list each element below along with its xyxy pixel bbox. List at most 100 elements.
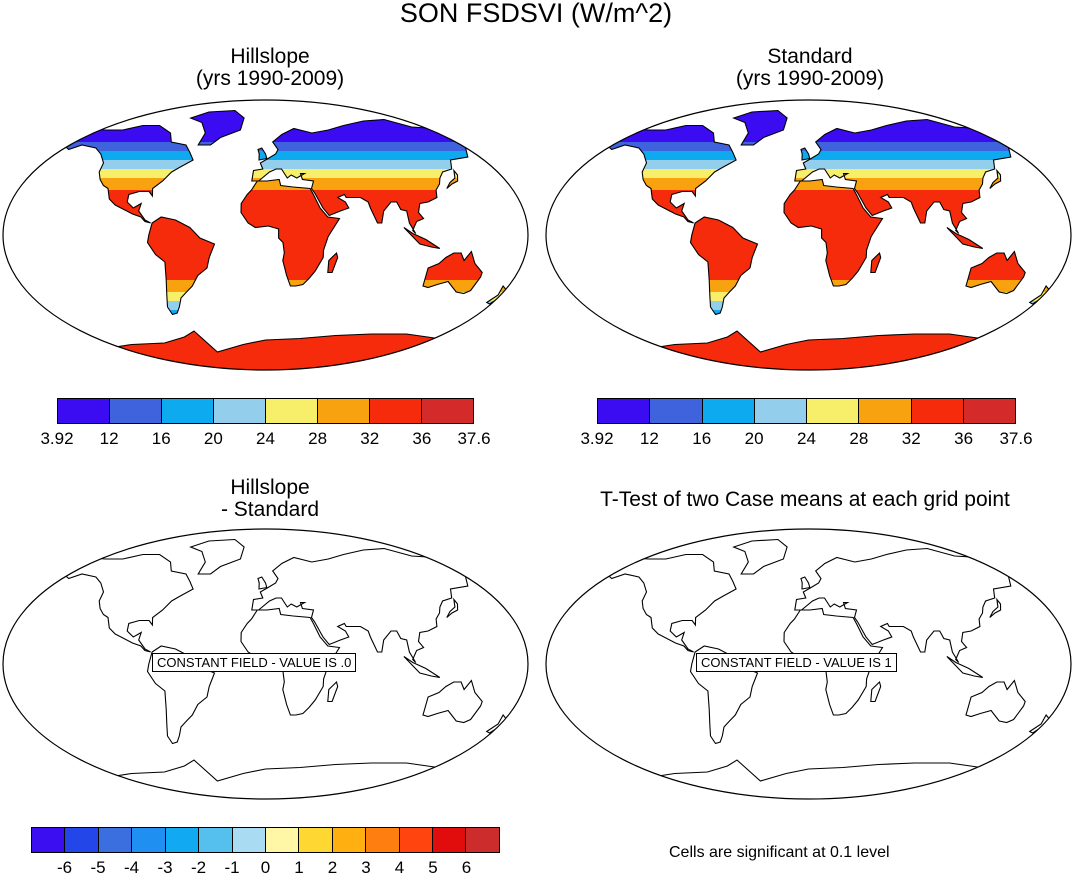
- colorbar-tick-label: 1: [294, 858, 304, 877]
- colorbar-tick-label: 28: [849, 429, 869, 448]
- coastline-north-america: [606, 124, 737, 224]
- coastline-japan: [446, 168, 459, 189]
- panel1-title-line2: (yrs 1990-2009): [195, 67, 345, 90]
- panel3-title: Hillslope - Standard: [120, 477, 420, 521]
- colorbar-tick-label: 37.6: [999, 429, 1033, 448]
- panel3-title-line1: Hillslope: [230, 476, 310, 499]
- panel2-title-line1: Standard: [767, 45, 853, 68]
- colorbar-box: [650, 399, 703, 423]
- coastline-japan: [989, 597, 1002, 618]
- colorbar-tick-label: -1: [224, 858, 240, 877]
- colorbar-tick-label: 24: [797, 429, 816, 448]
- panel2-title-line2: (yrs 1990-2009): [735, 67, 885, 90]
- coastline-africa: [783, 178, 884, 287]
- colorbar-tick-label: 32: [901, 429, 921, 448]
- coastline-eurasia: [794, 118, 1025, 234]
- colorbar-boxes: [57, 398, 474, 424]
- coastline-japan: [446, 597, 459, 618]
- colorbar-difference: -6 -5 -4 -3 -2 -1 0 1 2 3 4 5 6: [31, 827, 500, 877]
- coastline-indonesia: [946, 656, 984, 679]
- colorbar-box: [165, 828, 200, 852]
- colorbar-box: [702, 399, 755, 423]
- colorbar-standard: 3.92 12 16 20 24 28 32 36 37.6: [580, 398, 1033, 448]
- coastline-madagascar: [870, 680, 882, 703]
- colorbar-box: [162, 399, 214, 423]
- coastline-australia: [965, 679, 1026, 724]
- colorbar-tick-label: 4: [394, 858, 405, 877]
- colorbar-tick-label: 37.6: [457, 429, 491, 448]
- colorbar-box: [466, 828, 499, 852]
- coastline-eurasia: [251, 118, 482, 234]
- coastline-uk: [800, 147, 811, 161]
- colorbar-tick-label: -4: [123, 858, 140, 877]
- colorbar-box: [65, 828, 99, 852]
- colorbar-box: [110, 399, 162, 423]
- coastline-uk: [257, 147, 268, 161]
- coastline-south-america: [146, 216, 216, 316]
- panel4-title-line1: T-Test of two Case means at each grid po…: [600, 488, 1010, 511]
- colorbar-box: [911, 399, 964, 423]
- coastline-greenland: [732, 109, 788, 146]
- coastline-madagascar: [327, 251, 339, 274]
- colorbar-box: [807, 399, 860, 423]
- colorbar-tick-label: 2: [327, 858, 338, 877]
- map-standard: [545, 99, 1072, 371]
- colorbar-boxes: [597, 398, 1016, 424]
- colorbar-tick-label: 28: [308, 429, 328, 448]
- coastline-madagascar: [870, 251, 882, 274]
- colorbar-tick-label: 12: [639, 429, 659, 448]
- colorbar-hillslope: 3.92 12 16 20 24 28 32 36 37.6: [40, 398, 491, 448]
- coastline-uk: [800, 576, 811, 590]
- map-border: [2, 99, 529, 371]
- panel1-title: Hillslope (yrs 1990-2009): [120, 46, 420, 90]
- coastline-eurasia: [794, 547, 1025, 663]
- colorbar-tick-label: 24: [256, 429, 275, 448]
- colorbar-box: [422, 399, 473, 423]
- coastline-greenland: [732, 538, 788, 575]
- colorbar-box: [963, 399, 1015, 423]
- coastline-south-america: [689, 216, 759, 316]
- significance-note: Cells are significant at 0.1 level: [669, 844, 890, 861]
- colorbar-box: [132, 828, 166, 852]
- coastline-australia: [422, 250, 483, 295]
- coastline-australia: [965, 250, 1026, 295]
- coastline-new-zealand: [1028, 714, 1052, 734]
- panel3-title-line2: - Standard: [220, 498, 320, 521]
- coastline-north-america: [63, 124, 194, 224]
- colorbar-box: [32, 828, 66, 852]
- constant-field-label-ttest: CONSTANT FIELD - VALUE IS 1: [696, 653, 897, 672]
- coastline-japan: [989, 168, 1002, 189]
- colorbar-box: [232, 828, 266, 852]
- field-shading: [63, 110, 508, 370]
- coastline-africa: [240, 178, 341, 287]
- coastline-uk: [257, 576, 268, 590]
- colorbar-box: [318, 399, 370, 423]
- colorbar-box: [58, 399, 110, 423]
- coastline-greenland: [189, 538, 245, 575]
- coastline-australia: [422, 679, 483, 724]
- colorbar-box: [265, 828, 300, 852]
- field-shading: [606, 110, 1051, 370]
- colorbar-tick-label: 12: [99, 429, 119, 448]
- colorbar-tick-label: 3.92: [580, 429, 614, 448]
- map-border: [2, 528, 529, 800]
- map-border: [545, 99, 1072, 371]
- coastline-eurasia: [251, 547, 482, 663]
- colorbar-box: [98, 828, 133, 852]
- colorbar-box: [199, 828, 233, 852]
- coastline-north-america: [63, 553, 194, 653]
- colorbar-tick-label: -2: [190, 858, 207, 877]
- colorbar-tick-label: 36: [954, 429, 974, 448]
- colorbar-tick-label: 3.92: [40, 429, 74, 448]
- figure-title: SON FSDSVI (W/m^2): [399, 0, 673, 28]
- coastline-indonesia: [946, 227, 984, 250]
- colorbar-tick-label: -5: [90, 858, 106, 877]
- colorbar-tick-label: 6: [461, 858, 472, 877]
- colorbar-tick-label: 3: [361, 858, 371, 877]
- colorbar-box: [332, 828, 367, 852]
- colorbar-box: [299, 828, 333, 852]
- coastline-indonesia: [403, 227, 441, 250]
- colorbar-tick-label: -3: [157, 858, 173, 877]
- colorbar-box: [399, 828, 434, 852]
- colorbar-box: [370, 399, 422, 423]
